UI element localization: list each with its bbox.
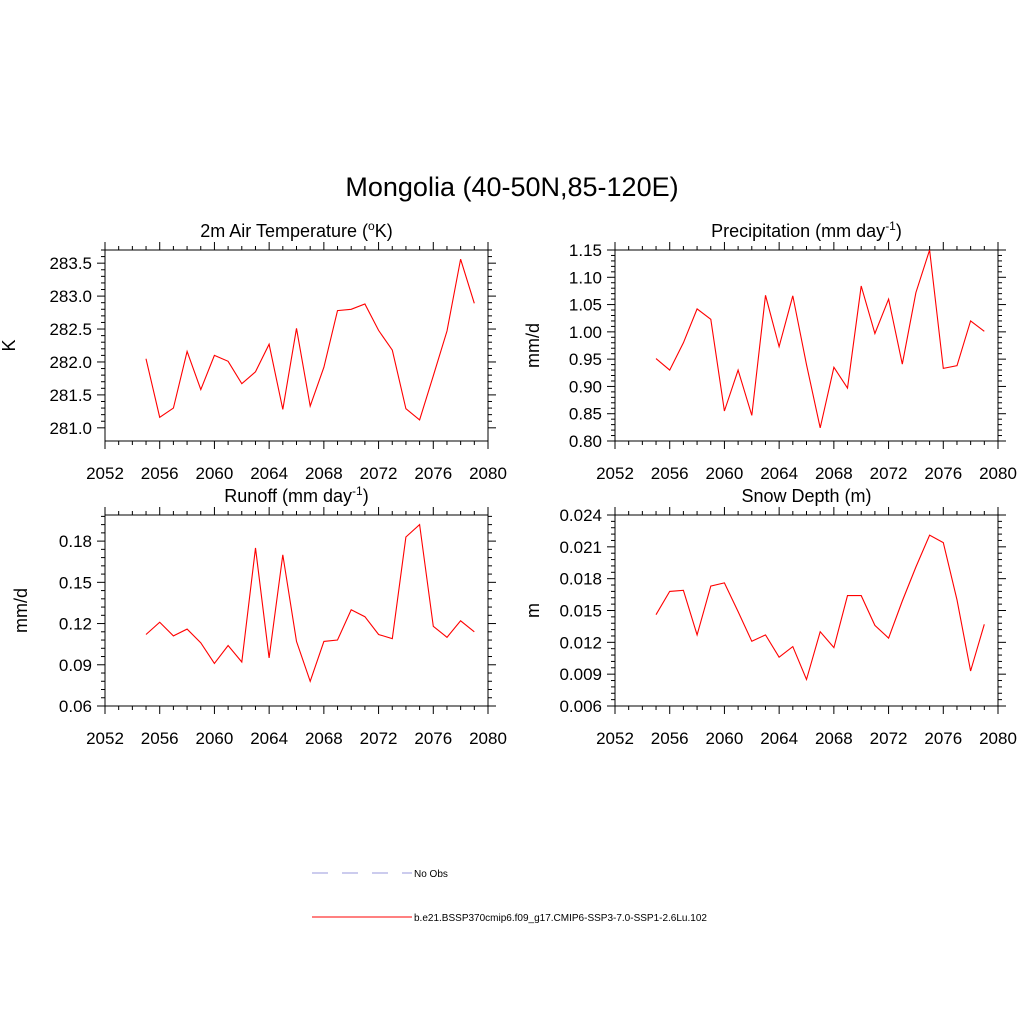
x-tick-label: 2064: [760, 729, 798, 748]
legend-label: No Obs: [414, 869, 448, 880]
x-tick-label: 2060: [196, 464, 234, 483]
panel-title: 2m Air Temperature (oK): [200, 219, 392, 241]
y-tick-label: 0.012: [559, 633, 602, 652]
x-tick-label: 2072: [870, 729, 908, 748]
y-tick-label: 0.024: [559, 506, 602, 525]
y-tick-label: 0.85: [569, 405, 602, 424]
x-tick-label: 2056: [141, 464, 179, 483]
y-tick-label: 0.009: [559, 665, 602, 684]
y-tick-label: 1.15: [569, 241, 602, 260]
legend-item: b.e21.BSSP370cmip6.f09_g17.CMIP6-SSP3-7.…: [312, 913, 707, 924]
panels: 2052 2056 2060 2064 2068 2072 2076 2080 281.0 281…: [0, 219, 1017, 748]
y-tick-label: 0.12: [59, 615, 92, 634]
panel-runoff: 2052 2056 2060 2064 2068 2072 2076 2080 0.06 0.09…: [11, 484, 507, 748]
y-axis-label: mm/d: [11, 588, 31, 633]
series-line: [655, 534, 985, 682]
y-tick-label: 0.15: [59, 573, 92, 592]
y-tick-label: 283.0: [49, 287, 92, 306]
y-tick-label: 0.018: [559, 570, 602, 589]
y-tick-label: 281.5: [49, 386, 92, 405]
x-tick-label: 2068: [305, 464, 343, 483]
legend-item: No Obs: [312, 869, 448, 880]
x-tick-label: 2080: [979, 729, 1017, 748]
x-tick-label: 2068: [815, 729, 853, 748]
y-tick-label: 0.90: [569, 377, 602, 396]
x-tick-label: 2072: [360, 464, 398, 483]
panel-temperature: 2052 2056 2060 2064 2068 2072 2076 2080 281.0 281…: [0, 219, 507, 483]
x-tick-label: 2060: [706, 464, 744, 483]
legend-label: b.e21.BSSP370cmip6.f09_g17.CMIP6-SSP3-7.…: [414, 913, 707, 924]
panel-snow-depth: 2052 2056 2060 2064 2068 2072 2076 2080 0.006 0.0…: [523, 486, 1017, 748]
series-line: [145, 259, 475, 421]
x-tick-label: 2056: [141, 729, 179, 748]
x-tick-label: 2080: [469, 464, 507, 483]
plot-frame: [614, 514, 999, 707]
y-tick-label: 1.05: [569, 296, 602, 315]
x-tick-label: 2056: [651, 464, 689, 483]
y-tick-label: 0.015: [559, 602, 602, 621]
x-tick-label: 2080: [469, 729, 507, 748]
x-tick-label: 2076: [414, 464, 452, 483]
y-tick-label: 282.5: [49, 320, 92, 339]
main-title: Mongolia (40-50N,85-120E): [345, 172, 678, 202]
x-tick-label: 2052: [596, 464, 634, 483]
x-tick-label: 2056: [651, 729, 689, 748]
x-tick-label: 2076: [414, 729, 452, 748]
x-tick-label: 2072: [360, 729, 398, 748]
y-tick-label: 0.09: [59, 656, 92, 675]
x-tick-label: 2060: [706, 729, 744, 748]
y-tick-label: 0.80: [569, 432, 602, 451]
legend: No Obs b.e21.BSSP370cmip6.f09_g17.CMIP6-S…: [312, 869, 707, 924]
y-tick-label: 1.10: [569, 268, 602, 287]
y-tick-label: 0.06: [59, 697, 92, 716]
panel-title: Runoff (mm day-1): [224, 484, 368, 506]
panel-title: Precipitation (mm day-1): [711, 219, 902, 241]
panel-precipitation: 2052 2056 2060 2064 2068 2072 2076 2080 0.80 0.85…: [523, 219, 1017, 483]
y-axis-label: K: [0, 339, 19, 351]
plot-frame: [104, 249, 489, 442]
y-tick-label: 0.95: [569, 350, 602, 369]
y-axis-label: m: [523, 603, 543, 618]
x-tick-label: 2060: [196, 729, 234, 748]
y-tick-label: 0.006: [559, 697, 602, 716]
panel-title: Snow Depth (m): [741, 486, 871, 506]
y-tick-label: 0.18: [59, 532, 92, 551]
x-tick-label: 2072: [870, 464, 908, 483]
x-tick-label: 2076: [924, 464, 962, 483]
series-line: [145, 523, 475, 683]
series-line: [655, 249, 985, 429]
x-tick-label: 2068: [305, 729, 343, 748]
y-axis-label: mm/d: [523, 323, 543, 368]
x-tick-label: 2080: [979, 464, 1017, 483]
y-tick-label: 281.0: [49, 419, 92, 438]
y-tick-label: 282.0: [49, 353, 92, 372]
plot-frame: [104, 514, 489, 707]
x-tick-label: 2076: [924, 729, 962, 748]
x-tick-label: 2064: [250, 464, 288, 483]
x-tick-label: 2052: [86, 464, 124, 483]
y-tick-label: 0.021: [559, 538, 602, 557]
x-tick-label: 2052: [86, 729, 124, 748]
x-tick-label: 2068: [815, 464, 853, 483]
y-tick-label: 283.5: [49, 254, 92, 273]
y-tick-label: 1.00: [569, 323, 602, 342]
x-tick-label: 2052: [596, 729, 634, 748]
x-tick-label: 2064: [250, 729, 288, 748]
x-tick-label: 2064: [760, 464, 798, 483]
